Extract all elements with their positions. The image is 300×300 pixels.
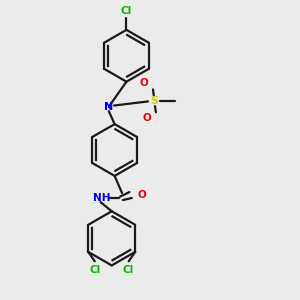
Text: O: O (137, 190, 146, 200)
Text: O: O (142, 113, 151, 124)
Text: S: S (150, 96, 158, 106)
Text: Cl: Cl (122, 265, 134, 275)
Text: Cl: Cl (90, 265, 101, 275)
Text: Cl: Cl (121, 6, 132, 16)
Text: N: N (104, 102, 113, 112)
Text: O: O (139, 78, 148, 88)
Text: NH: NH (93, 193, 110, 203)
